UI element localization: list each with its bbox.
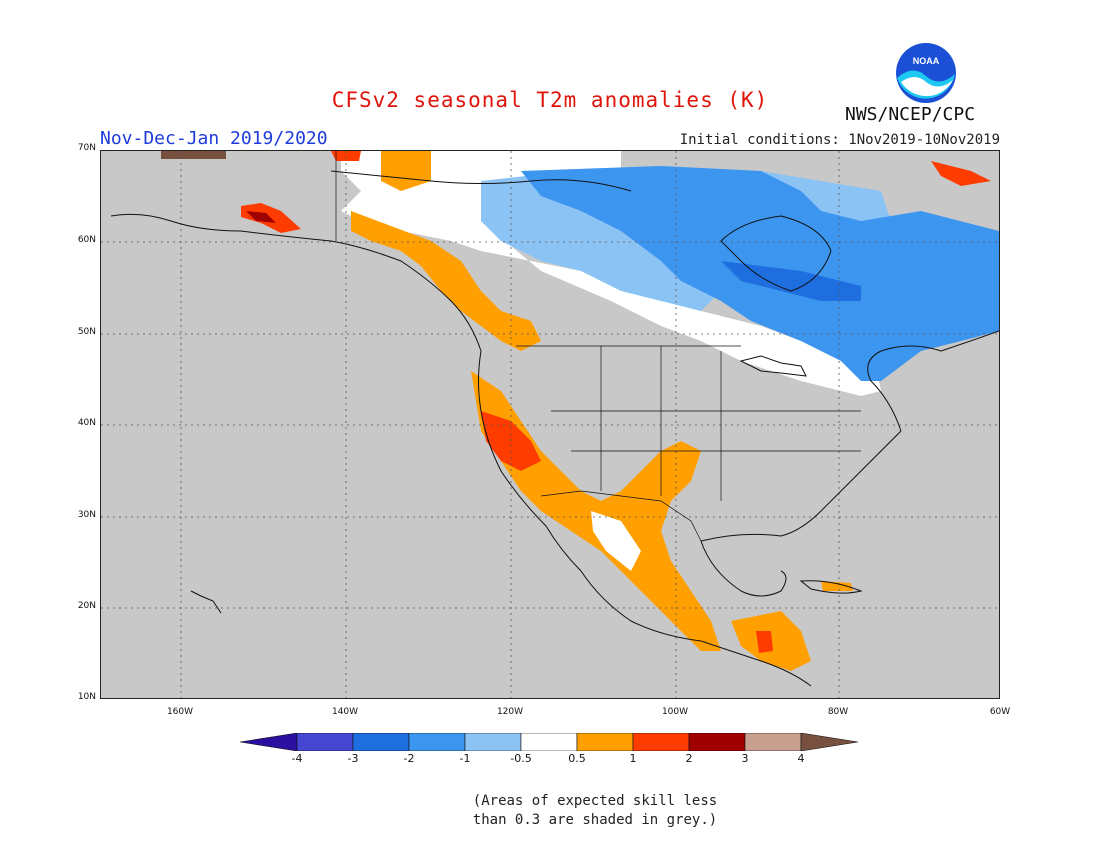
colorbar-label: 3: [741, 752, 749, 765]
orange-west-us: [471, 371, 721, 651]
lon-label: 140W: [331, 707, 359, 717]
colorbar-label: 1: [629, 752, 637, 765]
hawaii: [190, 590, 222, 614]
great-lakes: [739, 355, 807, 377]
borders: [335, 151, 861, 542]
colorbar-cell: [464, 733, 522, 751]
darkred-alaska: [246, 211, 276, 223]
agency-label: NWS/NCEP/CPC: [845, 104, 976, 125]
white-anomaly-north: [341, 151, 881, 396]
orange-alaska-coast: [351, 211, 541, 351]
red-central-america: [756, 631, 773, 653]
anomaly-fields: [161, 151, 999, 671]
colorbar-label: -0.5: [510, 752, 532, 765]
lat-label: 20N: [77, 601, 96, 611]
forecast-period: Nov-Dec-Jan 2019/2020: [100, 128, 328, 149]
lat-label: 10N: [77, 692, 96, 702]
colorbar-label: -4: [291, 752, 303, 765]
orange-yukon: [381, 151, 431, 191]
lon-label: 80W: [827, 707, 849, 717]
red-alaska-north: [331, 151, 361, 161]
us-west-coast: [478, 350, 582, 572]
alaska-coast: [110, 213, 482, 352]
lat-label: 30N: [77, 510, 96, 520]
colorbar-cell: [688, 733, 746, 751]
lat-label: 70N: [77, 143, 96, 153]
colorbar-cell: [296, 733, 354, 751]
coastlines: [110, 170, 999, 687]
orange-caribbean: [821, 581, 853, 591]
cuba: [799, 580, 863, 594]
lon-label: 160W: [166, 707, 194, 717]
colorbar-arrow-high: [800, 733, 859, 751]
lat-label: 50N: [77, 327, 96, 337]
colorbar-label: 4: [797, 752, 805, 765]
lat-label: 60N: [77, 235, 96, 245]
colorbar-cell: [632, 733, 690, 751]
yucatan: [700, 540, 787, 597]
colorbar-label: 2: [685, 752, 693, 765]
colorbar-label: -1: [459, 752, 471, 765]
colorbar-cell: [744, 733, 802, 751]
colorbar-cell: [408, 733, 466, 751]
noaa-logo: NOAA: [896, 43, 956, 103]
colorbar: [240, 733, 859, 751]
white-mexico: [591, 511, 641, 571]
skill-note: (Areas of expected skill less than 0.3 a…: [0, 792, 1100, 830]
red-greenland-tip: [931, 161, 991, 186]
colorbar-cell: [352, 733, 410, 751]
lon-label: 60W: [989, 707, 1011, 717]
east-coast: [867, 330, 999, 432]
map-svg: [101, 151, 999, 698]
colorbar-cell: [576, 733, 634, 751]
colorbar-label: -3: [347, 752, 359, 765]
brown-arctic: [161, 151, 226, 159]
skill-note-line: (Areas of expected skill less: [472, 793, 718, 809]
darkblue-anomaly: [721, 261, 861, 301]
colorbar-label: 0.5: [568, 752, 586, 765]
mexico-coast: [580, 570, 812, 687]
logo-text: NOAA: [913, 56, 940, 66]
lon-label: 100W: [661, 707, 689, 717]
hudson-bay: [720, 215, 832, 292]
colorbar-label: -2: [403, 752, 415, 765]
arctic-coast: [330, 170, 632, 192]
map-title: CFSv2 seasonal T2m anomalies (K): [331, 88, 769, 112]
colorbar-arrow-low: [240, 733, 298, 751]
gulf-coast: [700, 430, 902, 542]
lat-label: 40N: [77, 418, 96, 428]
lon-label: 120W: [496, 707, 524, 717]
skill-note-line: than 0.3 are shaded in grey.): [472, 812, 718, 828]
initial-conditions: Initial conditions: 1Nov2019-10Nov2019: [679, 132, 1000, 148]
anomaly-map: [100, 150, 1000, 699]
colorbar-cell: [520, 733, 578, 751]
graticule: [101, 151, 999, 698]
